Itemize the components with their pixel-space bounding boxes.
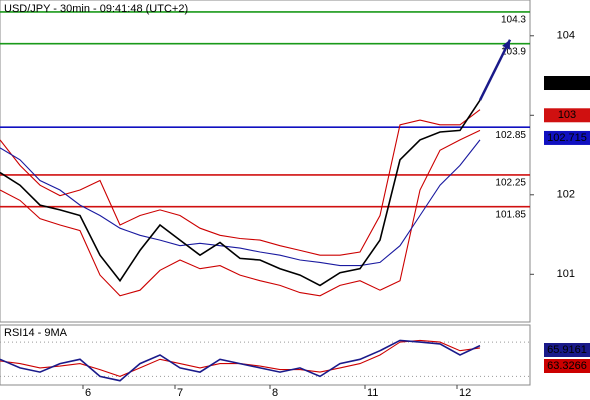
series-line bbox=[0, 139, 481, 267]
price-tag bbox=[544, 359, 590, 373]
arrow-head bbox=[502, 39, 510, 50]
price-tag bbox=[544, 108, 590, 123]
rsi-panel-frame bbox=[0, 324, 531, 386]
arrow-shaft bbox=[478, 39, 512, 101]
x-tick-label: 11 bbox=[367, 387, 378, 399]
level-label: 103.9 bbox=[501, 46, 526, 57]
x-tick-label: 8 bbox=[272, 387, 278, 399]
price-tag-label: 63.3266 bbox=[547, 360, 587, 372]
x-tick-label: 12 bbox=[459, 387, 471, 399]
chart-title: USD/JPY - 30min - 09:41:48 (UTC+2) bbox=[4, 3, 188, 15]
price-tag-label: 103 bbox=[558, 109, 576, 121]
price-tag-label: 102.715 bbox=[547, 132, 587, 144]
y-tick-label: 102 bbox=[557, 189, 575, 201]
level-label: 102.25 bbox=[495, 178, 526, 189]
x-tick-label: 7 bbox=[177, 387, 183, 399]
axes: 101102103104103.406103102.715678111265.9… bbox=[82, 30, 590, 399]
rsi-plot bbox=[0, 339, 530, 382]
price-tag-label: 65.9161 bbox=[547, 344, 587, 356]
y-tick-label: 104 bbox=[557, 30, 575, 42]
level-label: 102.85 bbox=[495, 130, 526, 141]
series-line bbox=[0, 339, 481, 382]
series-line bbox=[0, 109, 481, 256]
rsi-title: RSI14 - 9MA bbox=[4, 327, 68, 339]
series-line bbox=[0, 129, 481, 297]
x-tick-label: 6 bbox=[85, 387, 91, 399]
price-tag bbox=[544, 343, 590, 357]
y-tick-label: 101 bbox=[557, 268, 575, 280]
level-label: 101.85 bbox=[495, 209, 526, 220]
series-line bbox=[0, 99, 481, 287]
level-label: 104.3 bbox=[501, 15, 526, 26]
price-tag bbox=[544, 130, 590, 145]
main-panel-frame bbox=[0, 0, 531, 323]
price-tag bbox=[544, 76, 590, 91]
series-line bbox=[0, 339, 481, 377]
price-tag-label: 103.406 bbox=[547, 77, 587, 89]
